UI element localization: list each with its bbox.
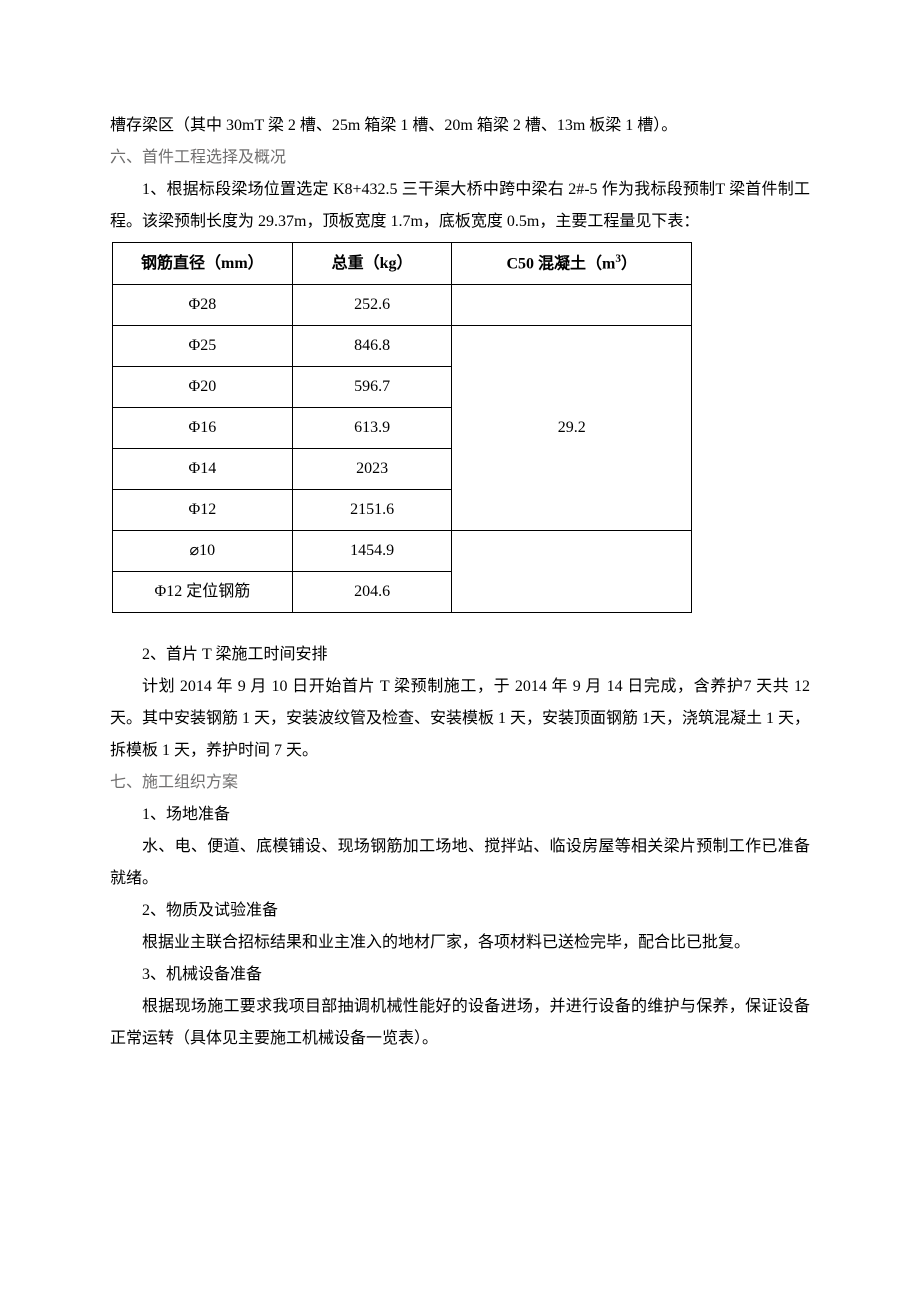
cell-weight: 846.8 (292, 326, 452, 367)
cell-weight: 2023 (292, 449, 452, 490)
cell-diameter: Φ16 (113, 408, 293, 449)
cell-diameter: Φ28 (113, 285, 293, 326)
cell-diameter: Φ20 (113, 367, 293, 408)
paragraph-7-3-body: 根据现场施工要求我项目部抽调机械性能好的设备进场，并进行设备的维护与保养，保证设… (110, 991, 810, 1055)
header-concrete: C50 混凝土（m3） (452, 243, 692, 285)
table-row: Φ28 252.6 (113, 285, 692, 326)
table-header-row: 钢筋直径（mm） 总重（kg） C50 混凝土（m3） (113, 243, 692, 285)
cell-concrete-empty (452, 285, 692, 326)
paragraph-7-1-body: 水、电、便道、底模铺设、现场钢筋加工场地、搅拌站、临设房屋等相关梁片预制工作已准… (110, 831, 810, 895)
cell-concrete-empty (452, 531, 692, 613)
cell-weight: 204.6 (292, 572, 452, 613)
table-row: ⌀10 1454.9 (113, 531, 692, 572)
paragraph-7-2-body: 根据业主联合招标结果和业主准入的地材厂家，各项材料已送检完毕，配合比已批复。 (110, 927, 810, 959)
cell-diameter: Φ25 (113, 326, 293, 367)
cell-concrete-value: 29.2 (452, 326, 692, 531)
cell-diameter: Φ12 定位钢筋 (113, 572, 293, 613)
cell-weight: 2151.6 (292, 490, 452, 531)
section-7-title: 七、施工组织方案 (110, 767, 810, 799)
cell-diameter: Φ12 (113, 490, 293, 531)
cell-weight: 252.6 (292, 285, 452, 326)
paragraph-6-1: 1、根据标段梁场位置选定 K8+432.5 三干渠大桥中跨中梁右 2#-5 作为… (110, 174, 810, 238)
paragraph-6-2-body: 计划 2014 年 9 月 10 日开始首片 T 梁预制施工，于 2014 年 … (110, 671, 810, 767)
paragraph-7-3-title: 3、机械设备准备 (110, 959, 810, 991)
material-quantity-table: 钢筋直径（mm） 总重（kg） C50 混凝土（m3） Φ28 252.6 Φ2… (112, 242, 692, 613)
cell-weight: 1454.9 (292, 531, 452, 572)
cell-diameter: Φ14 (113, 449, 293, 490)
table-row: Φ25 846.8 29.2 (113, 326, 692, 367)
header-diameter: 钢筋直径（mm） (113, 243, 293, 285)
paragraph-7-2-title: 2、物质及试验准备 (110, 895, 810, 927)
paragraph-slot-beam: 槽存梁区（其中 30mT 梁 2 槽、25m 箱梁 1 槽、20m 箱梁 2 槽… (110, 110, 810, 142)
paragraph-6-2-title: 2、首片 T 梁施工时间安排 (110, 639, 810, 671)
cell-diameter: ⌀10 (113, 531, 293, 572)
header-weight: 总重（kg） (292, 243, 452, 285)
cell-weight: 596.7 (292, 367, 452, 408)
paragraph-7-1-title: 1、场地准备 (110, 799, 810, 831)
cell-weight: 613.9 (292, 408, 452, 449)
section-6-title: 六、首件工程选择及概况 (110, 142, 810, 174)
